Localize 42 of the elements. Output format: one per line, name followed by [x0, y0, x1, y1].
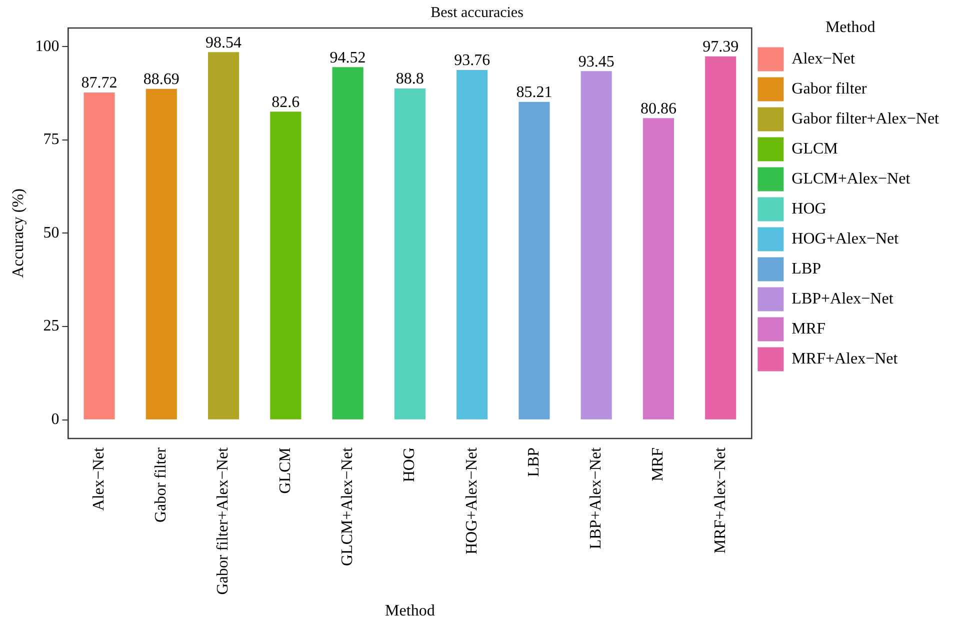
legend-label: Alex−Net — [792, 50, 856, 68]
x-tick-label: LBP — [525, 447, 542, 477]
x-tick-label: Gabor filter — [152, 446, 170, 523]
y-tick-label: 75 — [43, 131, 60, 148]
legend-label: MRF+Alex−Net — [792, 350, 898, 368]
x-tick-label: Alex−Net — [90, 446, 108, 511]
x-tick-label: HOG+Alex−Net — [463, 446, 480, 554]
x-tick-label: MRF+Alex−Net — [712, 446, 729, 554]
data-label: 85.21 — [516, 84, 552, 102]
x-tick-label: GLCM — [276, 447, 294, 494]
data-label: 93.45 — [578, 53, 614, 70]
legend-label: Gabor filter+Alex−Net — [792, 110, 940, 128]
data-label: 82.6 — [272, 94, 300, 111]
data-label: 98.54 — [206, 34, 242, 52]
legend-label: GLCM+Alex−Net — [792, 170, 911, 188]
legend-label: MRF — [792, 320, 826, 338]
x-axis-title: Method — [385, 602, 435, 620]
x-tick-label: HOG — [401, 447, 418, 482]
data-label: 93.76 — [454, 52, 490, 70]
y-tick-label: 100 — [35, 38, 60, 55]
legend-label: LBP — [792, 260, 822, 278]
y-tick-label: 25 — [43, 318, 60, 335]
y-tick-label: 50 — [43, 224, 60, 242]
chart-title: Best accuracies — [430, 4, 524, 21]
legend-title: Method — [825, 19, 876, 36]
x-tick-label: LBP+Alex−Net — [588, 446, 605, 550]
legend-label: HOG — [792, 200, 827, 218]
x-tick-label: MRF — [650, 447, 667, 482]
legend-label: Gabor filter — [792, 80, 868, 98]
y-tick-label: 0 — [51, 411, 60, 428]
x-tick-label: Gabor filter+Alex−Net — [214, 446, 232, 595]
data-label: 94.52 — [330, 49, 366, 66]
legend-label: GLCM — [792, 140, 838, 158]
data-label: 97.39 — [702, 38, 739, 56]
data-label: 88.8 — [396, 70, 424, 88]
x-tick-label: GLCM+Alex−Net — [339, 446, 356, 566]
legend-label: LBP+Alex−Net — [792, 290, 894, 308]
data-label: 88.69 — [143, 71, 180, 88]
legend-label: HOG+Alex−Net — [792, 230, 900, 248]
data-label: 87.72 — [81, 74, 118, 92]
data-label: 80.86 — [640, 100, 676, 118]
y-axis-title: Accuracy (%) — [10, 188, 27, 278]
